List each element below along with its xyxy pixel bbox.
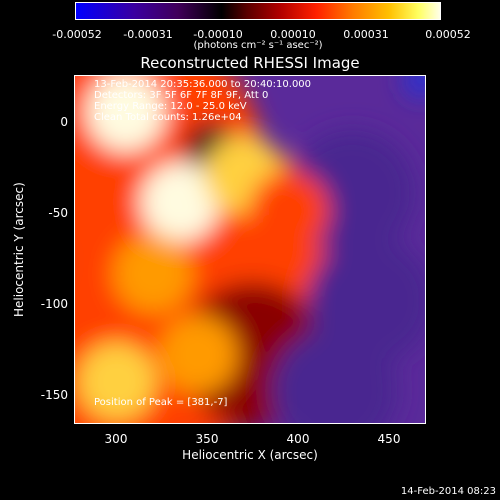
colorbar <box>75 2 441 20</box>
footer-date: 14-Feb-2014 08:23 <box>400 486 496 497</box>
x-tick-label: 300 <box>104 432 128 446</box>
heatmap-plot <box>74 75 426 424</box>
x-tick-label: 450 <box>377 432 401 446</box>
colorbar-tick: 0.00010 <box>270 28 316 41</box>
bright-region <box>158 314 239 395</box>
annotation-energy: Energy Range: 12.0 - 25.0 keV <box>94 101 247 112</box>
dark-region <box>270 327 398 423</box>
heatmap-svg <box>75 76 425 423</box>
colorbar-tick: -0.00031 <box>123 28 173 41</box>
colorbar-tick: 0.00052 <box>425 28 471 41</box>
annotation-detectors: Detectors: 3F 5F 6F 7F 8F 9F, Att 0 <box>94 90 269 101</box>
bright-region <box>85 76 166 152</box>
bright-region <box>76 341 157 422</box>
annotation-clean: Clean Total counts: 1.26e+04 <box>94 112 242 123</box>
colorbar-tick: -0.00052 <box>52 28 102 41</box>
x-tick-label: 400 <box>286 432 310 446</box>
chart-title: Reconstructed RHESSI Image <box>140 54 360 72</box>
y-tick-label: -150 <box>40 388 68 402</box>
annotation-time: 13-Feb-2014 20:35:36.000 to 20:40:10.000 <box>94 79 312 90</box>
bright-region <box>140 161 221 242</box>
bright-region <box>249 170 329 251</box>
annotation-peak: Position of Peak = [381,-7] <box>94 397 228 408</box>
colorbar-tick: -0.00010 <box>193 28 243 41</box>
x-axis-label: Heliocentric X (arcsec) <box>182 448 318 462</box>
low-value-corner <box>403 76 425 98</box>
bright-region <box>113 233 193 314</box>
y-tick-label: -50 <box>48 206 68 220</box>
y-tick-label: -100 <box>40 297 68 311</box>
y-tick-label: 0 <box>60 115 68 129</box>
colorbar-units: (photons cm⁻² s⁻¹ asec⁻²) <box>193 40 323 51</box>
y-axis-label: Heliocentric Y (arcsec) <box>12 182 26 317</box>
x-tick-label: 350 <box>195 432 219 446</box>
colorbar-tick: 0.00031 <box>343 28 389 41</box>
